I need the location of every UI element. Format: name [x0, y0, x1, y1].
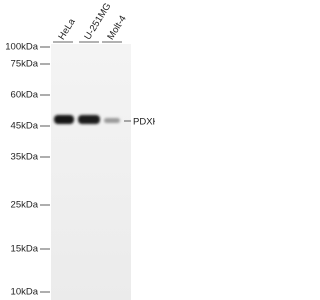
target-label: PDXK: [133, 117, 155, 128]
marker-label: 25kDa: [11, 200, 39, 211]
marker-label: 100kDa: [5, 42, 38, 53]
marker-label: 10kDa: [11, 287, 39, 298]
marker-label: 75kDa: [11, 59, 39, 70]
bands: [54, 115, 120, 124]
band: [54, 115, 74, 124]
marker-label: 15kDa: [11, 244, 39, 255]
marker-label: 60kDa: [11, 90, 39, 101]
lane-label: HeLa: [56, 16, 78, 42]
western-blot-figure: 100kDa 75kDa 60kDa 45kDa 35kDa 25kDa 15kDa 10kD…: [5, 1, 155, 300]
blot-membrane: [51, 44, 131, 300]
lane-label: Molt-4: [105, 14, 128, 42]
band: [104, 118, 120, 123]
marker-group: 100kDa 75kDa 60kDa 45kDa 35kDa 25kDa 15kDa 10kD…: [5, 42, 50, 298]
band: [78, 115, 100, 124]
marker-label: 45kDa: [11, 121, 39, 132]
marker-label: 35kDa: [11, 152, 39, 163]
